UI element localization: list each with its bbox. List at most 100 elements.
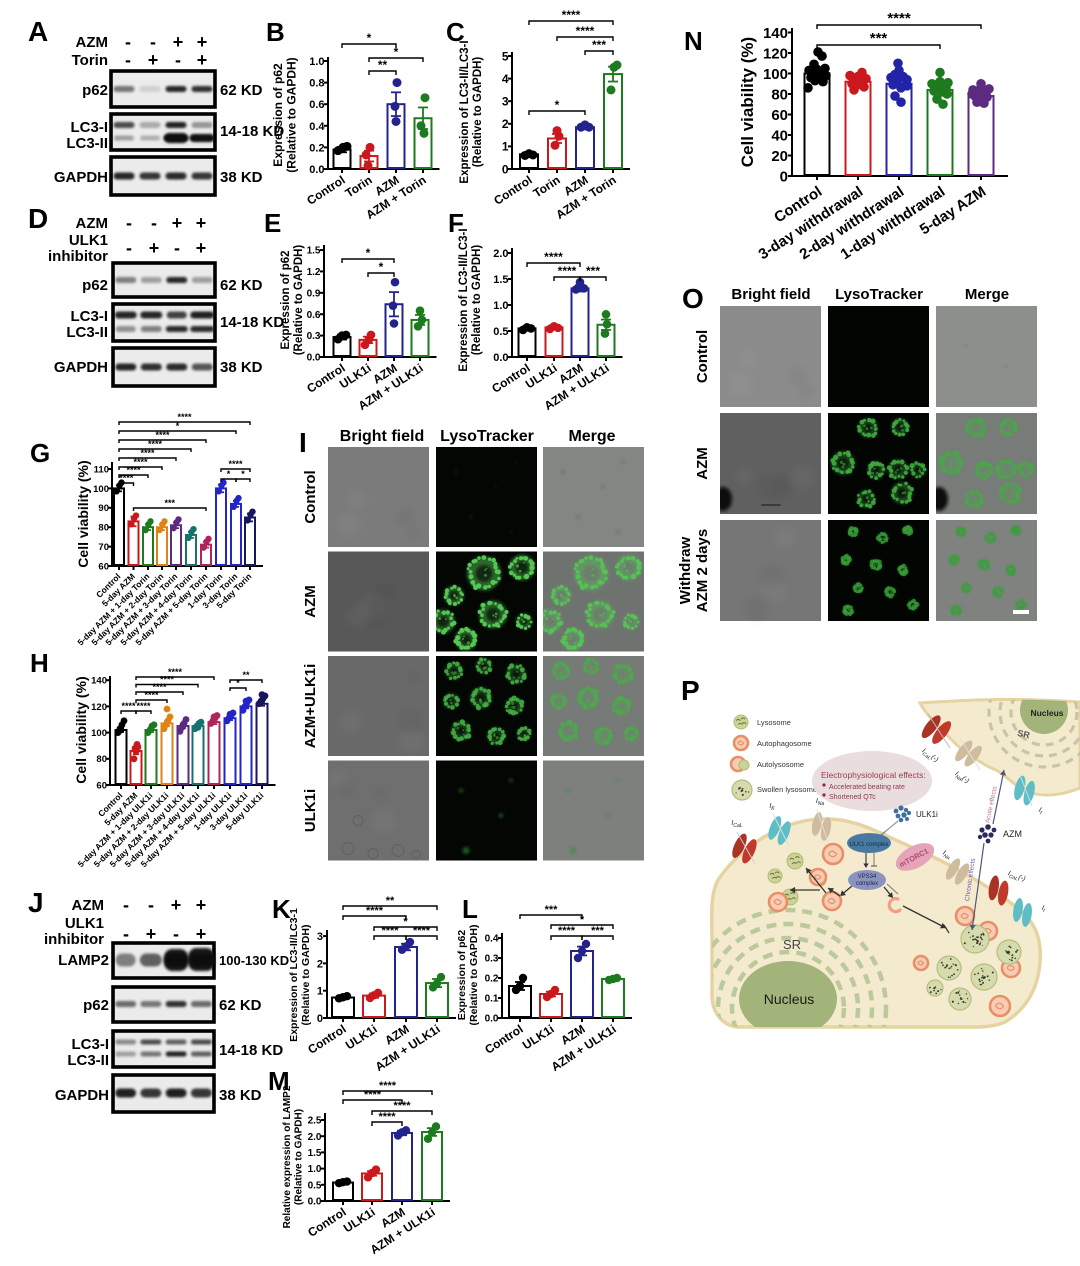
svg-text:0.3: 0.3	[307, 331, 321, 342]
svg-text:2.0: 2.0	[493, 248, 508, 260]
svg-text:0: 0	[317, 1013, 323, 1025]
svg-text:Control: Control	[482, 1022, 525, 1057]
svg-text:LysoTracker: LysoTracker	[835, 286, 923, 303]
svg-text:****: ****	[168, 667, 183, 677]
svg-text:****: ****	[148, 439, 163, 449]
svg-text:60: 60	[98, 561, 109, 572]
svg-text:****: ****	[152, 682, 167, 692]
svg-text:1.0: 1.0	[308, 1164, 322, 1175]
svg-text:Swollen lysosome: Swollen lysosome	[757, 785, 817, 794]
svg-text:Electrophysiological effects:: Electrophysiological effects:	[821, 770, 926, 780]
svg-text:C: C	[446, 17, 465, 47]
svg-text:ULK1: ULK1	[69, 232, 108, 249]
svg-text:80: 80	[96, 754, 107, 765]
svg-text:J: J	[28, 887, 44, 918]
svg-text:14-18 KD: 14-18 KD	[220, 123, 284, 140]
svg-text:0.0: 0.0	[307, 353, 321, 364]
svg-text:****: ****	[393, 1100, 411, 1112]
svg-text:***: ***	[164, 498, 175, 508]
svg-text:1.5: 1.5	[493, 274, 508, 286]
svg-text:1: 1	[502, 140, 509, 154]
svg-text:AZM: AZM	[302, 585, 319, 618]
svg-text:62 KD: 62 KD	[220, 277, 263, 294]
svg-text:Merge: Merge	[965, 286, 1009, 303]
svg-text:Bright field: Bright field	[340, 428, 424, 445]
svg-text:****: ****	[576, 24, 595, 38]
svg-text:****: ****	[366, 905, 384, 917]
svg-text:K: K	[272, 894, 291, 924]
svg-text:Autophagosome: Autophagosome	[757, 739, 812, 748]
svg-text:Expression of p62: Expression of p62	[271, 63, 285, 167]
svg-text:ULK1i: ULK1i	[341, 1205, 378, 1236]
svg-text:-: -	[148, 895, 154, 915]
svg-text:****: ****	[378, 1111, 396, 1123]
svg-text:-: -	[123, 924, 129, 944]
svg-text:(Relative to GAPDH): (Relative to GAPDH)	[472, 57, 484, 168]
svg-text:(Relative to GAPDH): (Relative to GAPDH)	[471, 245, 483, 356]
svg-text:0.5: 0.5	[308, 1180, 322, 1191]
svg-text:**: **	[386, 895, 395, 907]
svg-text:If: If	[1040, 905, 1046, 915]
svg-text:Nucleus: Nucleus	[764, 991, 815, 1007]
svg-text:*: *	[367, 31, 372, 45]
svg-text:**: **	[242, 670, 250, 680]
svg-text:Expression of p62: Expression of p62	[280, 250, 292, 349]
svg-text:Control: Control	[302, 470, 319, 523]
svg-text:****: ****	[121, 701, 136, 711]
svg-text:ICaL: ICaL	[731, 820, 742, 829]
svg-text:2.0: 2.0	[308, 1132, 322, 1143]
svg-text:0.5: 0.5	[493, 326, 508, 338]
svg-text:VPS34: VPS34	[858, 874, 877, 880]
svg-text:0: 0	[780, 168, 788, 185]
svg-text:***: ***	[591, 925, 605, 937]
svg-text:Control: Control	[491, 173, 534, 208]
svg-text:110: 110	[94, 464, 109, 475]
svg-text:ICaL(-): ICaL(-)	[1006, 870, 1026, 885]
svg-text:100-130 KD: 100-130 KD	[219, 953, 289, 968]
svg-text:3: 3	[317, 931, 323, 943]
svg-text:****: ****	[562, 8, 581, 22]
svg-text:ULK1i: ULK1i	[520, 1022, 557, 1053]
svg-text:-: -	[151, 213, 157, 233]
svg-text:ULK1: ULK1	[65, 915, 104, 932]
svg-text:****: ****	[381, 925, 399, 937]
svg-text:70: 70	[98, 542, 109, 553]
svg-text:IK: IK	[769, 803, 775, 812]
svg-text:ICaL(-): ICaL(-)	[919, 748, 939, 766]
svg-text:p62: p62	[82, 277, 108, 294]
svg-text:LC3-I: LC3-I	[72, 1036, 110, 1053]
svg-text:**: **	[378, 58, 388, 72]
svg-text:AZM+ULK1i: AZM+ULK1i	[302, 664, 319, 749]
svg-text:-: -	[175, 50, 181, 70]
svg-text:+: +	[146, 924, 157, 944]
svg-text:+: +	[172, 213, 183, 233]
svg-text:inhibitor: inhibitor	[44, 931, 104, 948]
svg-text:L: L	[462, 894, 478, 924]
svg-text:M: M	[268, 1066, 290, 1096]
svg-text:0: 0	[502, 162, 509, 176]
svg-text:Relative expression of LAMP2: Relative expression of LAMP2	[282, 1085, 293, 1228]
svg-text:-: -	[125, 50, 131, 70]
svg-text:LAMP2: LAMP2	[58, 952, 109, 969]
svg-text:AZM: AZM	[76, 215, 109, 232]
svg-text:inhibitor: inhibitor	[48, 248, 108, 265]
svg-text:0.9: 0.9	[307, 288, 321, 299]
svg-text:60: 60	[771, 107, 788, 124]
svg-text:****: ****	[228, 459, 243, 469]
svg-text:0.3: 0.3	[485, 954, 499, 965]
svg-text:*: *	[236, 678, 240, 688]
svg-text:****: ****	[379, 1080, 397, 1092]
svg-text:*: *	[176, 421, 180, 431]
svg-text:LysoTracker: LysoTracker	[440, 428, 534, 445]
svg-text:-: -	[126, 213, 132, 233]
svg-text:1: 1	[317, 986, 323, 998]
svg-text:+: +	[196, 213, 207, 233]
svg-text:Cell viability (%): Cell viability (%)	[73, 676, 89, 783]
svg-text:-: -	[126, 238, 132, 258]
svg-text:*: *	[241, 469, 245, 479]
svg-text:****: ****	[544, 250, 563, 264]
svg-text:-: -	[150, 32, 156, 52]
svg-text:Accelerated beating rate: Accelerated beating rate	[829, 784, 905, 791]
svg-text:*: *	[403, 916, 408, 928]
svg-text:80: 80	[771, 86, 788, 103]
